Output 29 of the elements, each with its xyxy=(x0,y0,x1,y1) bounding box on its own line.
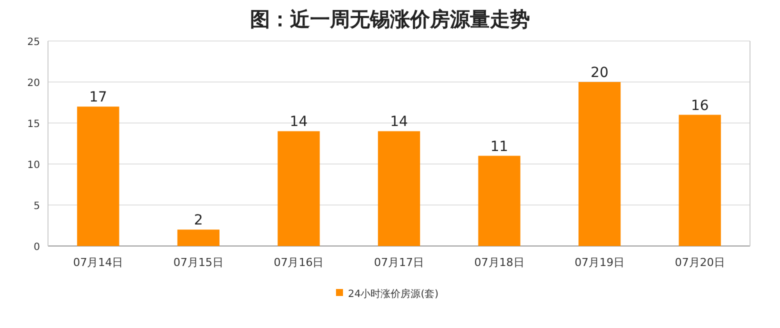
data-label: 17 xyxy=(89,90,108,106)
bar xyxy=(678,114,721,246)
bar xyxy=(77,106,120,246)
bar xyxy=(278,131,320,246)
y-tick-label: 0 xyxy=(34,242,40,253)
x-tick-label: 07月14日 xyxy=(73,256,124,269)
bar xyxy=(578,82,621,246)
bar xyxy=(378,131,420,246)
x-tick-label: 07月18日 xyxy=(474,256,524,269)
y-tick-label: 10 xyxy=(27,160,40,171)
x-tick-label: 07月20日 xyxy=(674,256,725,269)
y-tick-label: 25 xyxy=(27,37,40,48)
data-label: 16 xyxy=(690,98,709,114)
data-label: 20 xyxy=(590,65,608,81)
bar xyxy=(177,230,220,246)
chart-title: 图：近一周无锡涨价房源量走势 xyxy=(250,7,530,31)
data-label: 11 xyxy=(490,138,508,155)
x-tick-label: 07月16日 xyxy=(274,256,324,269)
data-label: 14 xyxy=(290,114,308,130)
x-tick-label: 07月19日 xyxy=(574,256,625,269)
legend-label: 24小时涨价房源(套) xyxy=(348,288,439,300)
y-tick-label: 15 xyxy=(27,119,40,130)
data-label: 14 xyxy=(390,114,408,130)
x-tick-label: 07月15日 xyxy=(173,256,224,269)
y-tick-label: 20 xyxy=(27,78,40,89)
x-tick-label: 07月17日 xyxy=(374,256,424,269)
y-tick-label: 5 xyxy=(34,201,40,212)
data-label: 2 xyxy=(194,212,203,229)
bar xyxy=(478,156,520,246)
